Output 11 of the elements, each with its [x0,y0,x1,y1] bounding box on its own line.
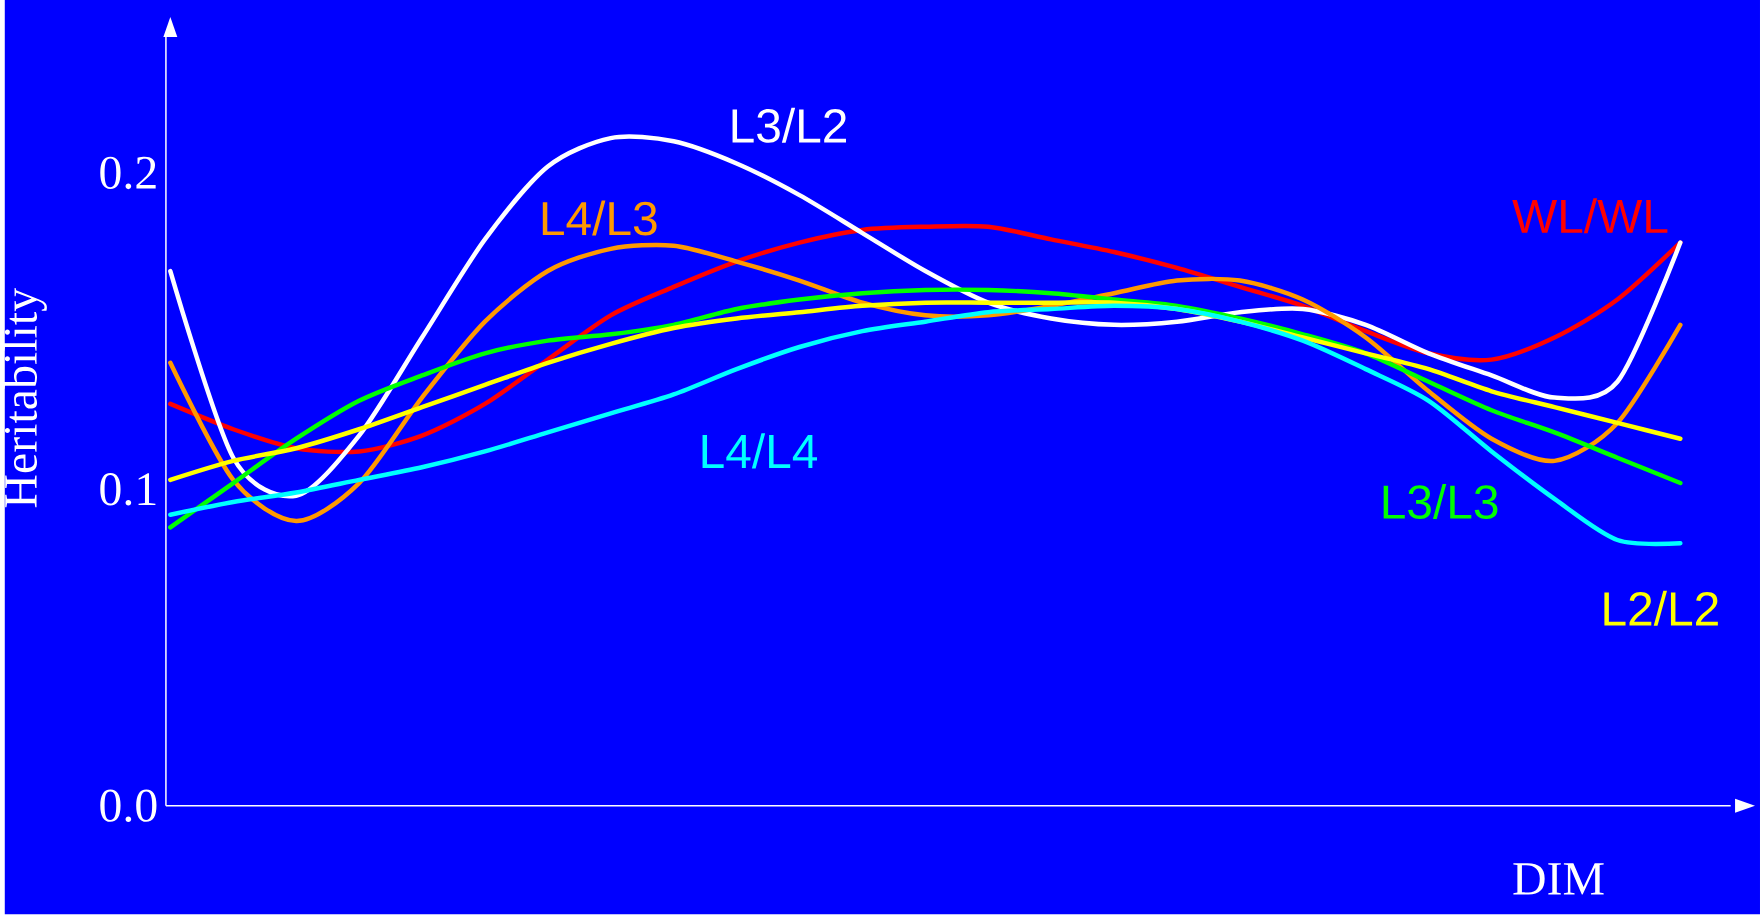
series-label: L3/L2 [732,107,846,144]
series-label: L4/L4 [702,433,818,469]
y-tick-label: 0.1 [100,473,156,506]
y-tick-label: 0.0 [100,789,157,823]
series-label: L3/L3 [1383,484,1498,520]
y-axis-title: Heritability [3,288,47,508]
series-label: WL/WL [1512,198,1668,234]
x-axis-title: DIM [1513,863,1604,895]
series-label: L4/L3 [542,200,657,236]
y-tick-label: 0.2 [100,156,156,190]
text: L2/L2 [1604,590,1718,627]
